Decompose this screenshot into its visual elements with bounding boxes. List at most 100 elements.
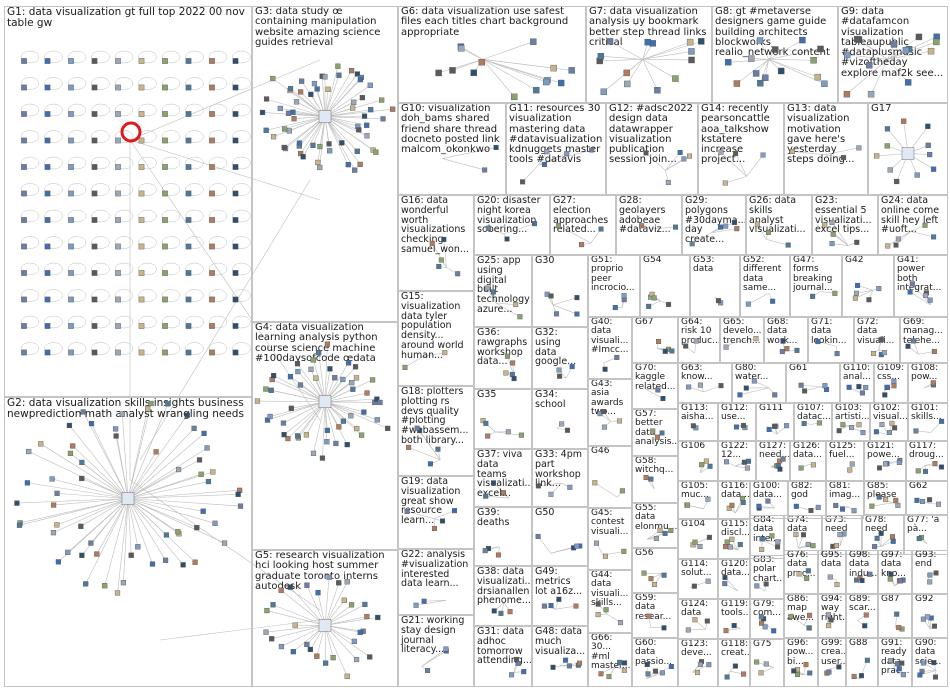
vertex-g41 bbox=[909, 281, 915, 287]
vertex bbox=[91, 323, 98, 329]
edge-g20 bbox=[503, 223, 535, 235]
self-loop bbox=[208, 289, 228, 302]
vertex bbox=[209, 111, 215, 117]
self-loop bbox=[185, 342, 204, 355]
vertex-g82 bbox=[815, 504, 821, 510]
edge-g4 bbox=[297, 363, 326, 402]
vertex-g8 bbox=[799, 36, 806, 44]
self-loop bbox=[185, 262, 204, 276]
vertex bbox=[68, 270, 74, 276]
edge-g5 bbox=[306, 585, 326, 626]
vertex-g80 bbox=[751, 378, 757, 384]
edge-g9 bbox=[847, 54, 888, 60]
vertex-g4 bbox=[268, 387, 274, 393]
edge-g19 bbox=[433, 510, 455, 519]
edge-g6 bbox=[461, 48, 483, 60]
vertex-g31 bbox=[521, 669, 527, 675]
vertex-g90 bbox=[932, 674, 938, 680]
vertex-g34 bbox=[564, 427, 570, 433]
vertex-g14 bbox=[718, 149, 724, 155]
self-loop bbox=[44, 262, 63, 276]
vertex bbox=[185, 296, 192, 303]
vertex-g123 bbox=[706, 662, 712, 668]
edge-g90 bbox=[919, 670, 937, 676]
vertex-g49 bbox=[556, 596, 562, 602]
vertex-g52 bbox=[745, 301, 751, 307]
vertex-g2 bbox=[180, 562, 186, 568]
edge-g2 bbox=[27, 482, 129, 499]
vertex-g88 bbox=[858, 673, 864, 679]
edge-g46 bbox=[594, 482, 618, 498]
self-loop bbox=[161, 315, 181, 329]
edge-g2 bbox=[127, 414, 188, 499]
edge-g49 bbox=[555, 605, 577, 610]
vertex bbox=[162, 111, 168, 117]
vertex-g62 bbox=[927, 497, 933, 503]
vertex bbox=[91, 111, 98, 117]
vertex-g12 bbox=[677, 149, 683, 155]
vertex bbox=[232, 270, 239, 276]
self-loop bbox=[91, 262, 110, 276]
self-loop bbox=[208, 183, 228, 196]
vertex bbox=[162, 270, 168, 276]
vertex-g11 bbox=[541, 161, 547, 167]
edge-g2 bbox=[52, 478, 129, 499]
vertex-g2 bbox=[163, 532, 170, 538]
self-loop bbox=[67, 156, 87, 170]
vertex-g3 bbox=[335, 63, 341, 69]
vertex-g94 bbox=[828, 617, 834, 623]
vertex-g3 bbox=[351, 99, 357, 105]
vertex-g95 bbox=[834, 582, 840, 588]
vertex-g14 bbox=[760, 152, 766, 158]
vertex-g7 bbox=[654, 87, 661, 94]
vertex-g11 bbox=[520, 179, 526, 185]
vertex-g11 bbox=[564, 151, 570, 157]
vertex-g109 bbox=[884, 384, 890, 390]
vertex bbox=[68, 296, 74, 303]
vertex-g12 bbox=[665, 179, 671, 185]
vertex-g4 bbox=[254, 398, 261, 404]
self-loop bbox=[185, 289, 204, 302]
edge-g16 bbox=[431, 243, 447, 268]
vertex-g4 bbox=[310, 357, 316, 363]
vertex-g5 bbox=[307, 646, 313, 653]
edge-g12 bbox=[645, 152, 666, 171]
vertex bbox=[91, 190, 98, 197]
self-loop bbox=[44, 103, 63, 117]
edge-g2 bbox=[127, 474, 202, 499]
vertex-g78 bbox=[890, 538, 896, 544]
vertex-g111 bbox=[766, 426, 772, 432]
vertex-g42 bbox=[876, 286, 882, 292]
vertex-g110 bbox=[859, 390, 865, 396]
vertex-g3 bbox=[263, 127, 269, 133]
edge-g27 bbox=[558, 225, 592, 244]
vertex-g82 bbox=[793, 503, 799, 509]
edge-g84 bbox=[762, 540, 778, 543]
vertex-g67 bbox=[656, 338, 662, 344]
vertex-g89 bbox=[862, 623, 868, 629]
vertex-g107 bbox=[816, 420, 822, 426]
edge-g60 bbox=[646, 666, 672, 679]
vertex bbox=[232, 58, 239, 64]
self-loop bbox=[208, 262, 228, 276]
vertex-g102 bbox=[873, 429, 879, 435]
edge-g10 bbox=[442, 158, 485, 171]
edge-g7 bbox=[600, 55, 643, 60]
edge-g16 bbox=[443, 239, 447, 268]
vertex-g22 bbox=[421, 598, 427, 604]
vertex-g8 bbox=[810, 57, 817, 64]
edge-g4 bbox=[283, 401, 326, 424]
vertex-g121 bbox=[876, 465, 882, 471]
edge-g42 bbox=[856, 289, 873, 294]
self-loop bbox=[44, 236, 63, 249]
vertex-g8 bbox=[752, 70, 760, 77]
vertex-g118 bbox=[741, 671, 747, 677]
edge-g4 bbox=[324, 362, 349, 402]
vertex-g20 bbox=[504, 236, 510, 242]
vertex-g12 bbox=[643, 150, 649, 156]
vertex-g4 bbox=[310, 450, 317, 456]
vertex-g13 bbox=[789, 148, 795, 154]
vertex-g4 bbox=[297, 382, 304, 388]
vertex-g35 bbox=[518, 432, 524, 438]
vertex-g5 bbox=[375, 614, 381, 621]
